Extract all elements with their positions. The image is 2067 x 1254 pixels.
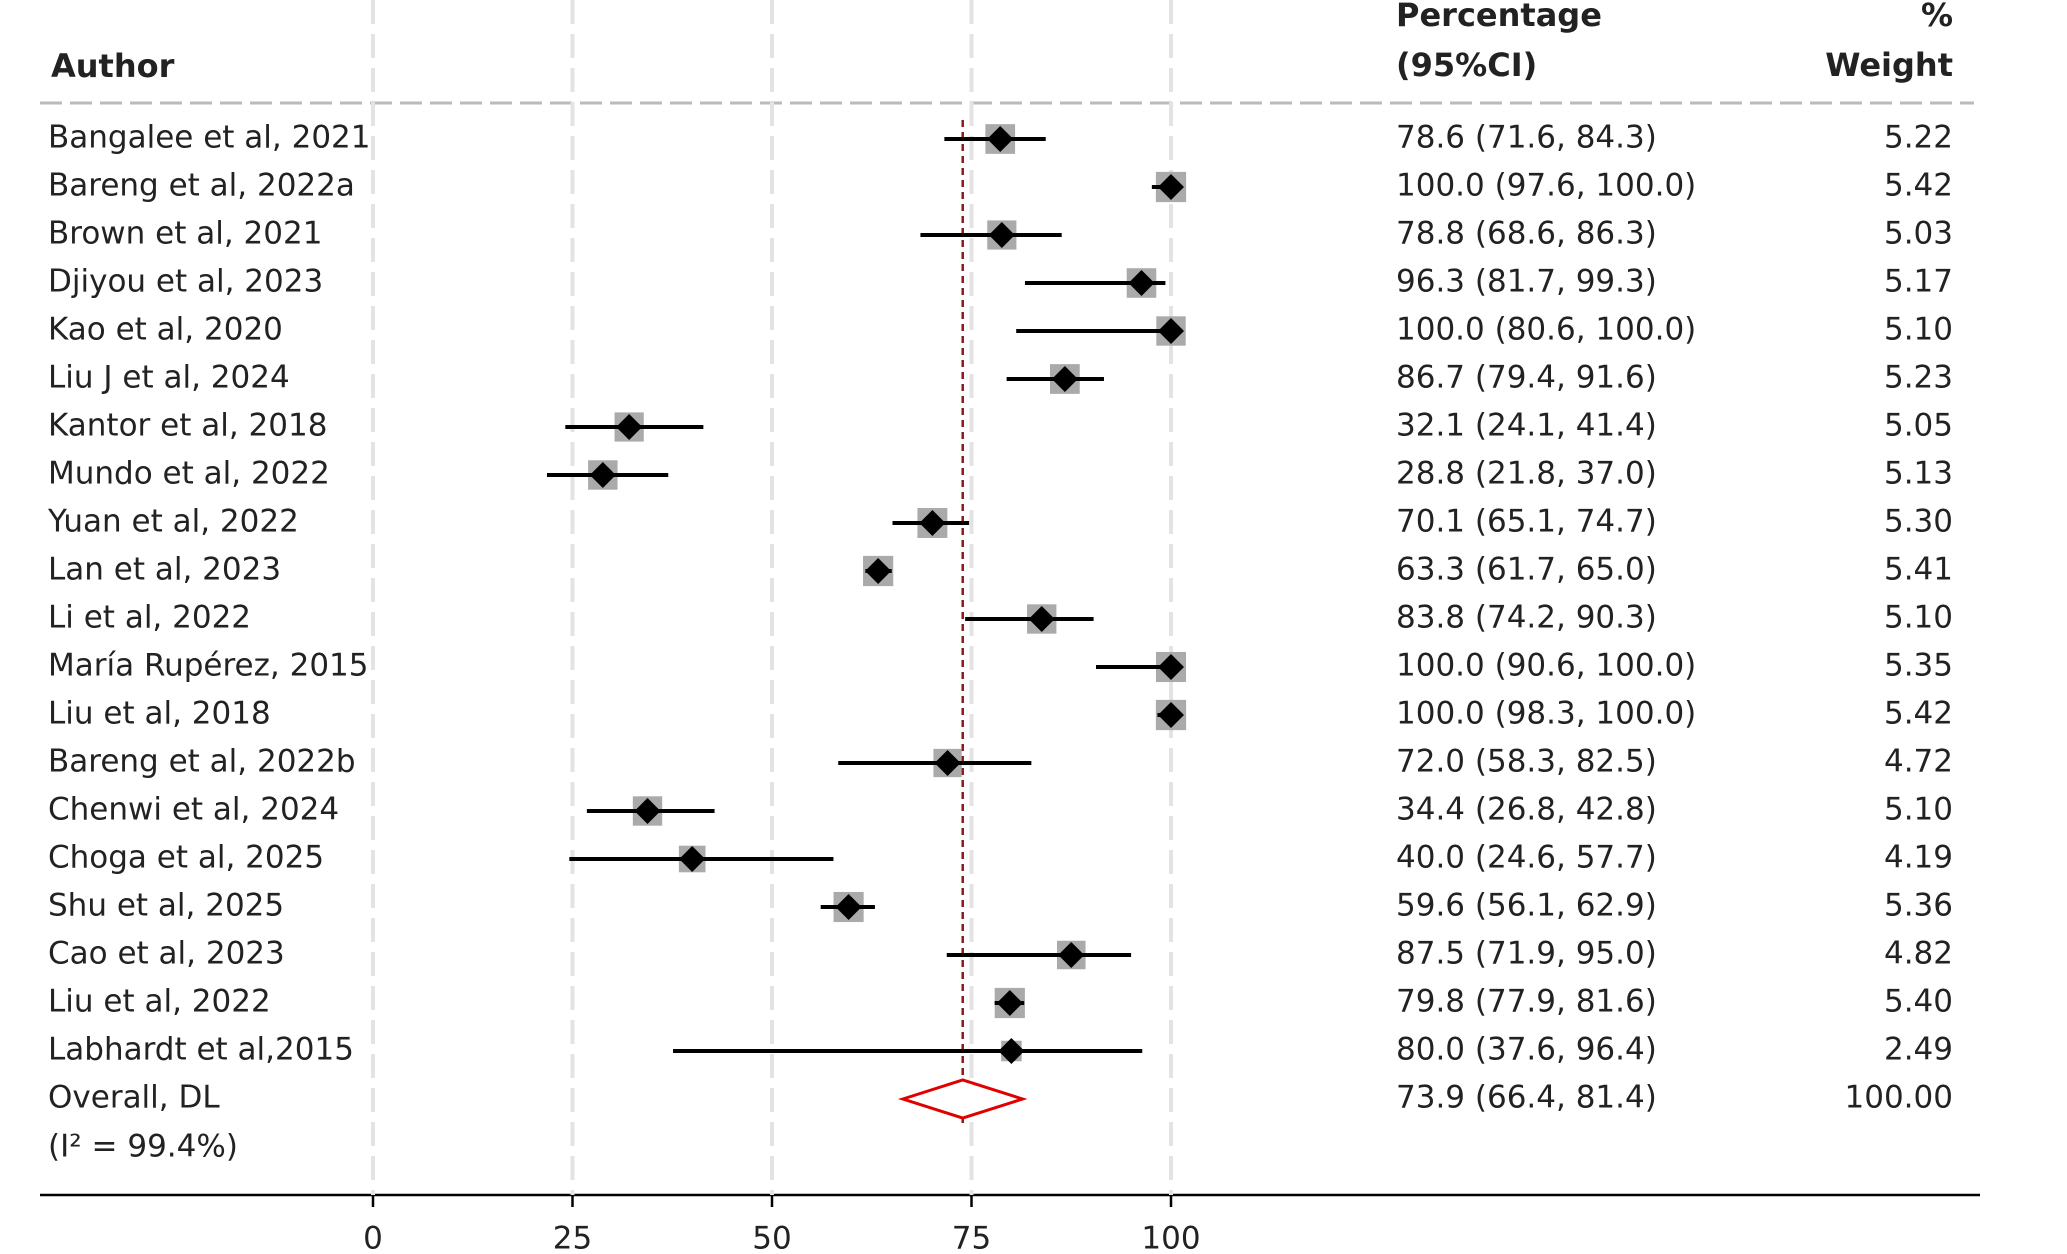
weight-label: 5.17 xyxy=(1884,264,1953,300)
point-estimate xyxy=(1158,318,1184,344)
ci-label: 72.0 (58.3, 82.5) xyxy=(1396,744,1657,780)
weight-label: 2.49 xyxy=(1884,1032,1953,1068)
weight-label: 5.05 xyxy=(1884,408,1953,444)
study-name: María Rupérez, 2015 xyxy=(48,648,369,684)
ci-label: 78.6 (71.6, 84.3) xyxy=(1396,120,1657,156)
x-tick-label: 0 xyxy=(363,1221,383,1254)
weight-label: 5.10 xyxy=(1884,312,1953,348)
ci-label: 100.0 (98.3, 100.0) xyxy=(1396,696,1696,732)
weight-label: 5.30 xyxy=(1884,504,1953,540)
ci-label: 100.0 (97.6, 100.0) xyxy=(1396,168,1696,204)
weight-label: 5.42 xyxy=(1884,168,1953,204)
study-name: Kao et al, 2020 xyxy=(48,312,283,348)
study-name: Cao et al, 2023 xyxy=(48,936,285,972)
ci-label: 79.8 (77.9, 81.6) xyxy=(1396,984,1657,1020)
weight-label: 5.10 xyxy=(1884,792,1953,828)
weight-label: 5.35 xyxy=(1884,648,1953,684)
study-name: Kantor et al, 2018 xyxy=(48,408,327,444)
point-estimate xyxy=(1158,654,1184,680)
ci-label: 59.6 (56.1, 62.9) xyxy=(1396,888,1657,924)
point-estimate xyxy=(998,1038,1025,1064)
study-name: Lan et al, 2023 xyxy=(48,552,281,588)
weight-label: 5.41 xyxy=(1884,552,1953,588)
ci-label: 40.0 (24.6, 57.7) xyxy=(1396,840,1657,876)
header-estimate: Percentage xyxy=(1396,0,1602,34)
weight-label: 5.36 xyxy=(1884,888,1953,924)
point-estimate xyxy=(1158,174,1184,200)
weight-label: 4.72 xyxy=(1884,744,1953,780)
overall-name: Overall, DL xyxy=(48,1080,220,1116)
study-name: Liu J et al, 2024 xyxy=(48,360,290,396)
point-estimate xyxy=(634,798,661,824)
x-tick-label: 75 xyxy=(952,1221,991,1254)
ci-label: 83.8 (74.2, 90.3) xyxy=(1396,600,1657,636)
ci-label: 28.8 (21.8, 37.0) xyxy=(1396,456,1657,492)
weight-label: 5.10 xyxy=(1884,600,1953,636)
study-name: Li et al, 2022 xyxy=(48,600,251,636)
study-name: Yuan et al, 2022 xyxy=(47,504,299,540)
study-name: Bareng et al, 2022a xyxy=(48,168,355,204)
point-estimate xyxy=(919,510,946,536)
ci-label: 80.0 (37.6, 96.4) xyxy=(1396,1032,1657,1068)
x-tick-label: 50 xyxy=(752,1221,791,1254)
study-name: Shu et al, 2025 xyxy=(48,888,284,924)
point-estimate xyxy=(988,222,1015,248)
point-estimate xyxy=(1058,942,1085,968)
study-name: Labhardt et al,2015 xyxy=(48,1032,354,1068)
point-estimate xyxy=(934,750,961,776)
point-estimate xyxy=(679,846,706,872)
header-weight: % xyxy=(1921,0,1953,34)
point-estimate xyxy=(835,894,862,920)
weight-label: 4.19 xyxy=(1884,840,1953,876)
overall-diamond xyxy=(897,1078,1028,1120)
header-weight: Weight xyxy=(1825,46,1953,84)
overall-ci-label: 73.9 (66.4, 81.4) xyxy=(1396,1080,1657,1116)
point-estimate xyxy=(1051,366,1078,392)
weight-label: 5.03 xyxy=(1884,216,1953,252)
ci-label: 100.0 (90.6, 100.0) xyxy=(1396,648,1696,684)
study-name: Choga et al, 2025 xyxy=(48,840,324,876)
ci-label: 32.1 (24.1, 41.4) xyxy=(1396,408,1657,444)
x-tick-label: 25 xyxy=(553,1221,592,1254)
point-estimate xyxy=(1158,702,1184,728)
header-author: Author xyxy=(51,47,175,85)
ci-label: 63.3 (61.7, 65.0) xyxy=(1396,552,1657,588)
weight-label: 5.40 xyxy=(1884,984,1953,1020)
point-estimate xyxy=(987,126,1014,152)
point-estimate xyxy=(1028,606,1055,632)
weight-label: 5.13 xyxy=(1884,456,1953,492)
point-estimate xyxy=(616,414,643,440)
ci-label: 34.4 (26.8, 42.8) xyxy=(1396,792,1657,828)
ci-label: 86.7 (79.4, 91.6) xyxy=(1396,360,1657,396)
overall-weight-label: 100.00 xyxy=(1845,1080,1953,1116)
heterogeneity: (I² = 99.4%) xyxy=(48,1129,238,1165)
study-name: Mundo et al, 2022 xyxy=(48,456,330,492)
weight-label: 5.23 xyxy=(1884,360,1953,396)
ci-label: 87.5 (71.9, 95.0) xyxy=(1396,936,1657,972)
ci-label: 70.1 (65.1, 74.7) xyxy=(1396,504,1657,540)
study-name: Brown et al, 2021 xyxy=(48,216,322,252)
study-name: Liu et al, 2022 xyxy=(48,984,271,1020)
study-name: Djiyou et al, 2023 xyxy=(48,264,323,300)
weight-label: 4.82 xyxy=(1884,936,1953,972)
study-name: Bareng et al, 2022b xyxy=(48,744,356,780)
study-name: Chenwi et al, 2024 xyxy=(48,792,339,828)
header-estimate: (95%CI) xyxy=(1396,46,1537,84)
study-name: Liu et al, 2018 xyxy=(48,696,271,732)
weight-label: 5.22 xyxy=(1884,120,1953,156)
weight-label: 5.42 xyxy=(1884,696,1953,732)
point-estimate xyxy=(589,462,616,488)
point-estimate xyxy=(865,558,892,584)
point-estimate xyxy=(1128,270,1155,296)
study-name: Bangalee et al, 2021 xyxy=(48,120,371,156)
ci-label: 100.0 (80.6, 100.0) xyxy=(1396,312,1696,348)
point-estimate xyxy=(996,990,1023,1016)
ci-label: 96.3 (81.7, 99.3) xyxy=(1396,264,1657,300)
x-tick-label: 100 xyxy=(1141,1221,1200,1254)
ci-label: 78.8 (68.6, 86.3) xyxy=(1396,216,1657,252)
